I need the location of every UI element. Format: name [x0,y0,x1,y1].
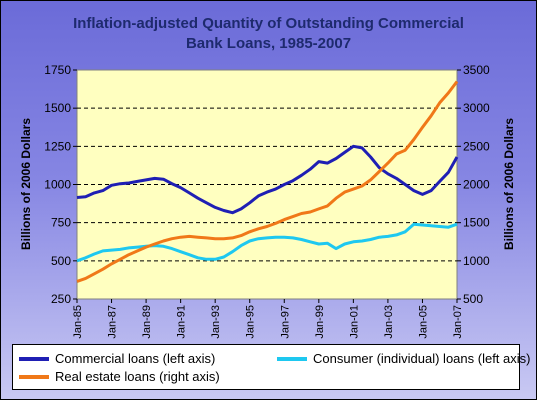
series-lines [76,80,459,283]
left-tick-label: 1500 [44,101,71,115]
legend: Commercial loans (left axis) Consumer (i… [12,344,530,390]
right-tick-label: 1500 [463,216,490,230]
x-axis-ticks: Jan-85 Jan-87 Jan-89 Jan-91 Jan-93 Jan-95 Jan-… [72,299,464,339]
right-tick-label: 2000 [463,178,490,192]
x-tick-label: Jan-03 [383,305,395,339]
right-tick-label: 2500 [463,139,490,153]
right-tick-label: 3000 [463,101,490,115]
commercial-loans-line [76,144,459,215]
left-axis-ticks: 250 500 750 1000 1250 1500 1750 [44,63,77,306]
right-axis-ticks: 500 1000 1500 2000 2500 3000 3500 [457,63,490,306]
consumer-loans-line [76,222,458,263]
legend-swatch-real-estate [19,375,49,379]
left-tick-label: 500 [51,254,71,268]
x-tick-label: Jan-07 [452,305,464,339]
left-tick-label: 250 [51,292,71,306]
legend-label-real-estate: Real estate loans (right axis) [55,369,220,384]
x-tick-label: Jan-97 [279,305,291,339]
left-axis-title: Billions of 2006 Dollars [19,118,33,250]
x-tick-label: Jan-91 [176,305,188,339]
right-axis-title: Billions of 2006 Dollars [502,118,516,250]
legend-swatch-commercial [19,357,49,361]
x-tick-label: Jan-93 [210,305,222,339]
chart-title: Inflation-adjusted Quantity of Outstandi… [73,15,464,52]
x-tick-label: Jan-05 [417,305,429,339]
legend-label-commercial: Commercial loans (left axis) [55,351,216,366]
x-tick-label: Jan-87 [107,305,119,339]
x-tick-label: Jan-85 [72,305,84,339]
x-tick-label: Jan-99 [314,305,326,339]
left-tick-label: 1750 [44,63,71,77]
x-tick-label: Jan-89 [141,305,153,339]
left-tick-label: 750 [51,216,71,230]
legend-label-consumer: Consumer (individual) loans (left axis) [313,351,531,366]
right-tick-label: 1000 [463,254,490,268]
left-tick-label: 1000 [44,178,71,192]
real-estate-loans-line [76,80,459,283]
gridlines [77,107,457,262]
left-tick-label: 1250 [44,139,71,153]
right-tick-label: 500 [463,292,483,306]
x-tick-label: Jan-01 [348,305,360,339]
legend-swatch-consumer [277,357,307,361]
right-tick-label: 3500 [463,63,490,77]
x-tick-label: Jan-95 [245,305,257,339]
